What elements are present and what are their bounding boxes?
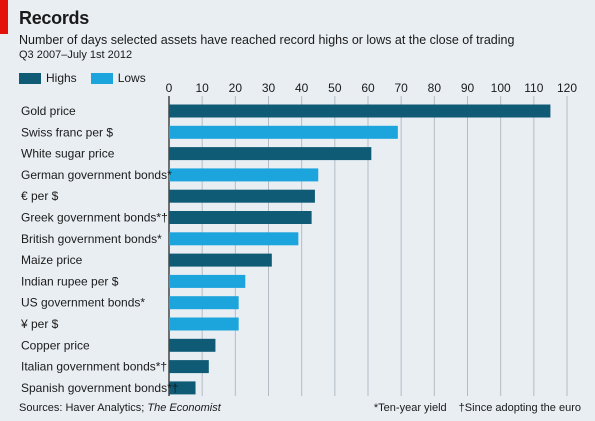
- category-label: € per $: [21, 189, 59, 203]
- category-label: Swiss franc per $: [21, 125, 113, 139]
- bar: [169, 168, 319, 182]
- bar: [169, 296, 239, 310]
- x-tick-label: 30: [262, 81, 276, 95]
- x-tick-label: 100: [491, 81, 511, 95]
- bar: [169, 211, 312, 224]
- bar: [169, 189, 315, 203]
- bar: [169, 104, 551, 118]
- chart-title: Records: [19, 8, 89, 28]
- source-publication: The Economist: [147, 402, 221, 414]
- category-label: Greek government bonds*†: [21, 211, 168, 225]
- legend-item-lows: Lows: [90, 71, 146, 85]
- chart-legend: Highs Lows: [19, 71, 146, 85]
- category-label: Maize price: [21, 253, 83, 267]
- legend-swatch-lows: [90, 72, 113, 84]
- chart-period: Q3 2007–July 1st 2012: [19, 49, 133, 61]
- category-label: Copper price: [21, 338, 90, 352]
- footnotes: *Ten-year yield †Since adopting the euro: [374, 402, 581, 414]
- x-tick-label: 80: [428, 81, 442, 95]
- x-tick-label: 40: [295, 81, 309, 95]
- x-tick-label: 110: [524, 81, 543, 95]
- bar: [169, 125, 398, 139]
- source-note: Sources: Haver Analytics; The Economist: [19, 402, 221, 414]
- x-tick-label: 70: [394, 81, 408, 95]
- bar: [169, 381, 196, 395]
- bar: [169, 317, 239, 331]
- x-tick-label: 120: [557, 81, 577, 95]
- category-label: Italian government bonds*†: [21, 360, 167, 374]
- x-tick-label: 0: [166, 81, 173, 95]
- category-label: German government bonds*: [21, 168, 172, 182]
- footnote-yield: *Ten-year yield: [373, 402, 447, 414]
- legend-item-highs: Highs: [19, 71, 77, 85]
- category-label: Gold price: [21, 104, 76, 118]
- legend-swatch-highs: [19, 72, 41, 84]
- x-tick-label: 20: [229, 81, 243, 95]
- legend-label-lows: Lows: [117, 71, 146, 85]
- bar: [169, 147, 372, 161]
- category-label: British government bonds*: [21, 232, 162, 246]
- source-prefix: Sources: Haver Analytics;: [19, 402, 148, 414]
- x-tick-label: 50: [328, 81, 342, 95]
- footnote-euro: †Since adopting the euro: [458, 402, 581, 414]
- x-tick-label: 90: [461, 81, 475, 95]
- bar: [169, 253, 272, 267]
- x-tick-label: 60: [361, 81, 375, 95]
- bar: [169, 274, 246, 288]
- category-label: Indian rupee per $: [21, 274, 119, 288]
- red-corner-tab: [0, 0, 8, 34]
- category-label: White sugar price: [21, 147, 115, 161]
- chart-subtitle: Number of days selected assets have reac…: [19, 33, 515, 47]
- bar: [169, 338, 216, 352]
- category-label: Spanish government bonds*†: [21, 381, 178, 395]
- x-tick-label: 10: [195, 81, 209, 95]
- legend-label-highs: Highs: [46, 71, 77, 85]
- bar: [169, 360, 209, 374]
- category-label: US government bonds*: [21, 296, 145, 310]
- category-label: ¥ per $: [20, 317, 59, 331]
- bar: [169, 232, 299, 246]
